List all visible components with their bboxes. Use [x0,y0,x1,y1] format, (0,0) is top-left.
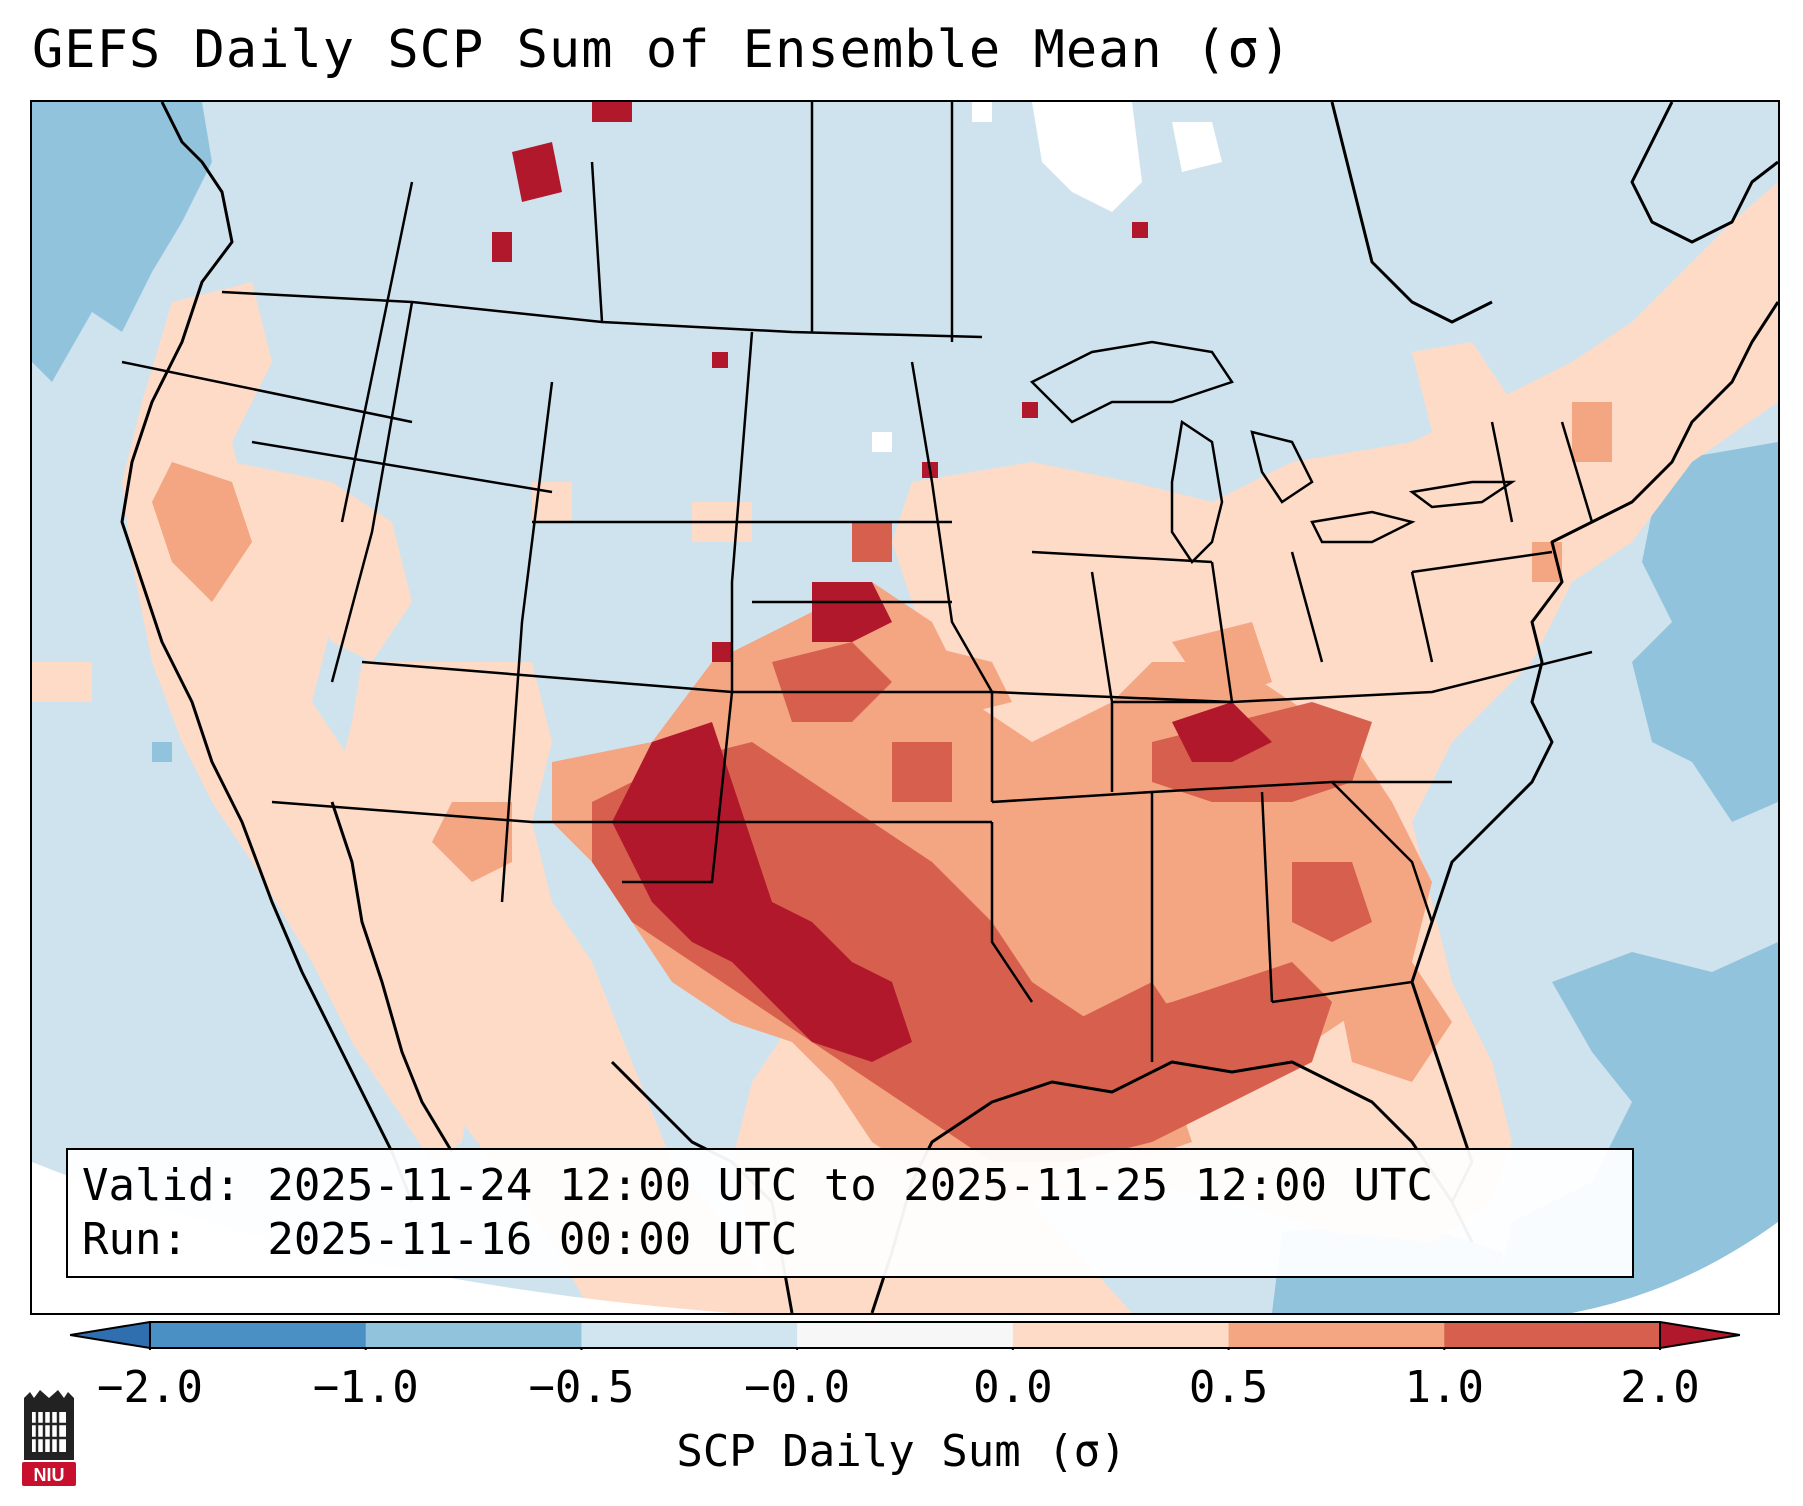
colorbar-bin [581,1322,798,1348]
colorbar-extend-arrow [1659,1321,1740,1349]
strong-positive-layer [592,522,1372,1162]
colorbar-tick-label: −0.0 [744,1362,851,1413]
colorbar-tick-label: 1.0 [1404,1362,1485,1413]
colorbar-bins [70,1321,1740,1349]
colorbar-tick-label: −2.0 [97,1362,203,1413]
extreme-positive-layer [492,102,1272,1062]
colorbar-outline [149,1321,1661,1349]
colorbar-bin [1012,1322,1230,1348]
colorbar-bin [1660,1322,1740,1348]
colorbar-ticks [149,1348,1661,1350]
valid-run-info-box: Valid: 2025-11-24 12:00 UTC to 2025-11-2… [66,1148,1634,1278]
projection-edge-right [1572,1222,1778,1313]
state-borders [121,102,1594,1062]
colorbar-tick-label: 0.0 [973,1362,1053,1413]
colorbar-bin [797,1322,1014,1348]
colorbar-bin [1444,1322,1661,1348]
map-panel[interactable] [30,100,1780,1315]
colorbar-label: SCP Daily Sum (σ) [676,1426,1127,1477]
colorbar-tick-label: 2.0 [1620,1362,1700,1413]
great-lakes [1029,340,1517,564]
colorbar-bin [365,1322,582,1348]
neutral-anomaly-layer [872,102,1222,452]
niu-logo-text: NIU [34,1465,65,1485]
colorbar-bin [150,1322,367,1348]
colorbar-tick-label: 0.5 [1188,1362,1269,1413]
colorbar-tick-label: −0.5 [528,1362,635,1413]
niu-logo: NIU [22,1390,76,1486]
valid-time-text: Valid: 2025-11-24 12:00 UTC to 2025-11-2… [82,1160,1434,1211]
run-time-text: Run: 2025-11-16 00:00 UTC [82,1214,798,1265]
map-canvas [32,102,1778,1313]
map-title: GEFS Daily SCP Sum of Ensemble Mean (σ) [32,20,1292,80]
colorbar-tick-label: −1.0 [312,1362,419,1413]
colorbar [70,1321,1740,1350]
colorbar-extend-arrow [70,1321,151,1349]
colorbar-bin [70,1322,150,1348]
colorbar-bin [1228,1322,1445,1348]
